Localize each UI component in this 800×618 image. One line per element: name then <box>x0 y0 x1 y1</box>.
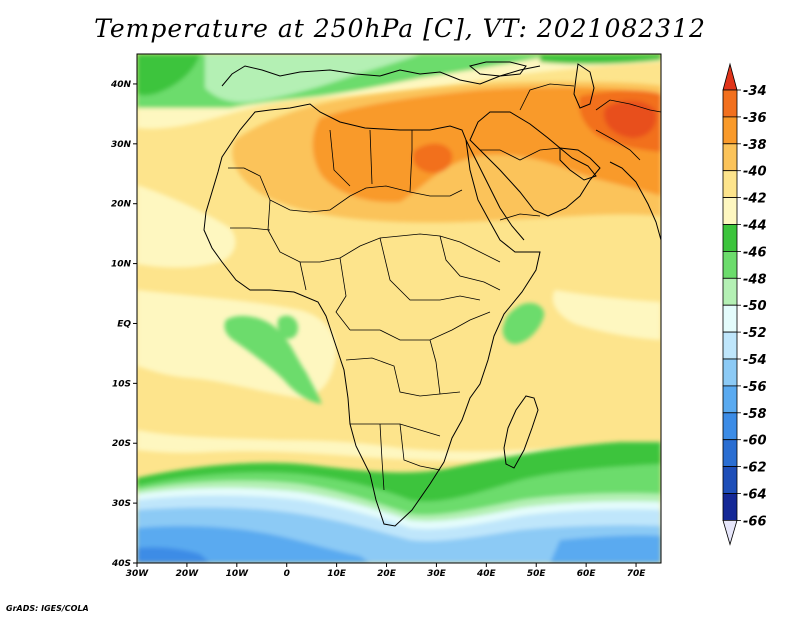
colorbar-label: -62 <box>743 461 767 476</box>
map-title: Temperature at 250hPa [C], VT: 202108231… <box>94 14 706 43</box>
lat-tick-label: 10N <box>111 260 132 270</box>
lon-tick-label: 20W <box>176 569 200 579</box>
coastline-outline <box>203 61 661 527</box>
field-tropical-green-patches <box>224 302 545 404</box>
lon-tick-label: 20E <box>377 569 397 579</box>
colorbar-swatch <box>722 116 738 145</box>
colorbar-top-arrow <box>722 62 738 91</box>
colorbar-label: -58 <box>743 407 767 422</box>
border-line <box>379 237 481 301</box>
colorbar-bottom-arrow <box>722 520 738 546</box>
europe-coastline <box>221 65 541 87</box>
lon-tick-label: 60E <box>577 569 597 579</box>
border-line <box>379 423 385 491</box>
border-line <box>480 147 561 161</box>
colorbar-swatch <box>722 197 738 225</box>
latitude-axis: 40N 30N 20N 10N EQ 10S 20S 30S 40S <box>110 80 137 569</box>
africa-coastline <box>203 103 541 527</box>
border-line <box>230 227 271 231</box>
colorbar-swatch <box>722 224 738 252</box>
colorbar-label: -60 <box>743 434 767 449</box>
border-line <box>429 339 441 395</box>
border-line <box>335 257 351 331</box>
colorbar-swatch <box>722 143 738 172</box>
colorbar-swatch <box>722 466 738 494</box>
colorbar-swatch <box>722 89 738 118</box>
field-warm-core <box>232 81 661 223</box>
colorbar-swatch <box>722 493 738 521</box>
colorbar-label: -48 <box>743 272 767 287</box>
persian-gulf-coastline <box>559 146 597 181</box>
india-coastline <box>609 161 661 241</box>
lat-tick-label: 40N <box>110 80 132 90</box>
map-frame <box>136 53 662 564</box>
colorbar-label: -36 <box>743 111 767 126</box>
lat-tick-label: 20S <box>112 439 131 449</box>
colorbar-label: -66 <box>743 514 767 529</box>
lon-tick-label: 50E <box>527 569 547 579</box>
colorbar-swatch <box>722 439 738 468</box>
colorbar-label: -54 <box>743 353 767 368</box>
lon-tick-label: 30W <box>126 569 150 579</box>
field-north-green-band <box>137 54 661 129</box>
lat-tick-label: 20N <box>111 200 132 210</box>
border-line <box>595 129 641 161</box>
madagascar-coastline <box>503 395 539 469</box>
colorbar-label: -44 <box>743 219 767 234</box>
colorbar-label: -38 <box>743 138 767 153</box>
colorbar-label: -52 <box>743 326 767 341</box>
border-line <box>329 129 351 187</box>
colorbar-swatch <box>722 277 738 306</box>
grads-credit: GrADS: IGES/COLA <box>6 604 89 613</box>
colorbar-swatch <box>722 331 738 360</box>
lon-tick-label: 10W <box>226 569 250 579</box>
colorbar-label: -42 <box>743 192 767 207</box>
colorbar-label: -64 <box>743 488 767 503</box>
temperature-field <box>137 54 661 563</box>
black-sea-coastline <box>468 61 527 77</box>
lat-tick-label: 10S <box>112 379 131 389</box>
border-line <box>409 189 463 197</box>
lon-tick-label: 70E <box>627 569 647 579</box>
colorbar-swatch <box>722 304 738 333</box>
country-borders <box>228 83 661 491</box>
lat-tick-label: 30S <box>112 499 131 509</box>
lon-tick-label: 10E <box>327 569 347 579</box>
lat-tick-label: EQ <box>117 319 131 329</box>
border-line <box>439 235 501 291</box>
border-line <box>595 99 661 113</box>
lat-tick-label: 30N <box>111 140 132 150</box>
colorbar-label: -50 <box>743 299 767 314</box>
red-sea-coastline <box>465 139 525 241</box>
colorbar-swatch <box>722 385 738 414</box>
border-line <box>519 83 575 111</box>
border-line <box>267 199 501 263</box>
border-line <box>369 129 373 185</box>
colorbar-swatch <box>722 170 738 198</box>
border-line <box>299 261 307 291</box>
arabia-coastline <box>469 111 601 217</box>
lon-tick-label: 30E <box>427 569 447 579</box>
colorbar-label: -40 <box>743 165 767 180</box>
border-line <box>499 213 541 221</box>
lon-tick-label: 0 <box>284 569 290 579</box>
lat-tick-label: 40S <box>111 559 131 569</box>
colorbar: -34 -36 -38 -40 -42 -44 -46 -48 -50 -52 -54 -56 -58 -… <box>722 62 767 546</box>
border-line <box>399 423 441 471</box>
colorbar-label: -46 <box>743 245 767 260</box>
colorbar-label: -56 <box>743 380 767 395</box>
colorbar-swatch <box>722 250 738 279</box>
caspian-coastline <box>573 63 595 109</box>
colorbar-label: -34 <box>743 84 767 99</box>
colorbar-swatch <box>722 358 738 387</box>
colorbar-swatch <box>722 412 738 441</box>
longitude-axis: 30W 20W 10W 0 10E 20E 30E 40E 50E 60E 70E <box>126 563 646 579</box>
lon-tick-label: 40E <box>476 569 497 579</box>
